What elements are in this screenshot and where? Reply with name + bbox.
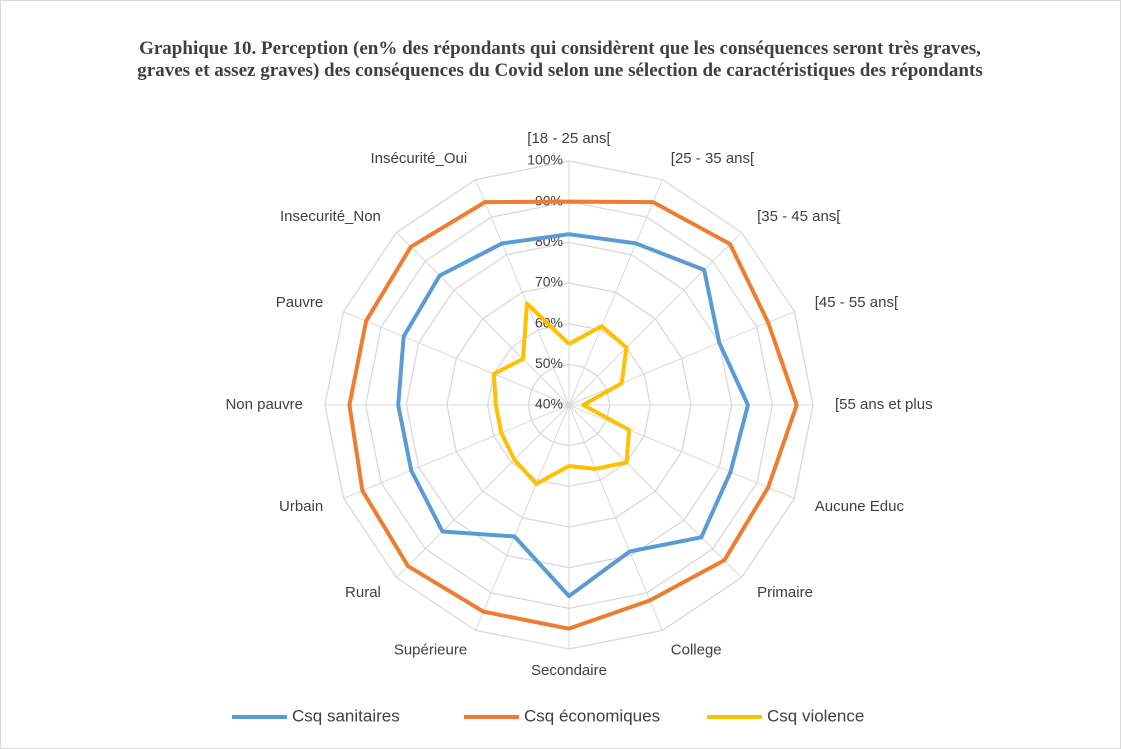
legend-label: Csq sanitaires [292, 706, 400, 725]
category-label: [55 ans et plus [835, 396, 933, 413]
series-line [491, 301, 632, 486]
category-label: Secondaire [531, 662, 607, 679]
y-tick-label: 40% [535, 396, 563, 412]
y-tick-label: 70% [535, 274, 563, 290]
y-tick-label: 100% [527, 152, 563, 168]
category-label: Supérieure [394, 642, 467, 659]
category-label: [25 - 35 ans[ [671, 150, 755, 167]
category-label: Insécurité_Oui [370, 150, 467, 167]
legend-label: Csq économiques [524, 706, 660, 725]
spoke [568, 179, 663, 406]
spoke [568, 404, 663, 631]
series-line [347, 199, 799, 631]
spoke [475, 179, 570, 406]
category-label: College [671, 642, 722, 659]
category-label: Non pauvre [225, 396, 303, 413]
category-label: [45 - 55 ans[ [815, 294, 899, 311]
spoke [396, 232, 570, 406]
spoke [396, 404, 570, 578]
spoke [475, 404, 570, 631]
spoke [343, 404, 570, 499]
category-label: Primaire [757, 584, 813, 601]
y-tick-label: 50% [535, 355, 563, 371]
category-label: Urbain [279, 498, 323, 515]
category-label: [35 - 45 ans[ [757, 208, 841, 225]
category-label: [18 - 25 ans[ [527, 130, 611, 147]
category-label: Rural [345, 584, 381, 601]
category-label: Pauvre [276, 294, 324, 311]
category-label: Aucune Educ [815, 498, 905, 515]
spoke [568, 404, 742, 578]
spoke [568, 311, 795, 406]
spoke [568, 232, 742, 406]
category-label: Insecurité_Non [280, 208, 381, 225]
legend-label: Csq violence [767, 706, 864, 725]
spoke [568, 404, 795, 499]
series-line [396, 232, 750, 599]
spoke [343, 311, 570, 406]
chart-title: Graphique 10. Perception (en% des répond… [137, 38, 983, 81]
